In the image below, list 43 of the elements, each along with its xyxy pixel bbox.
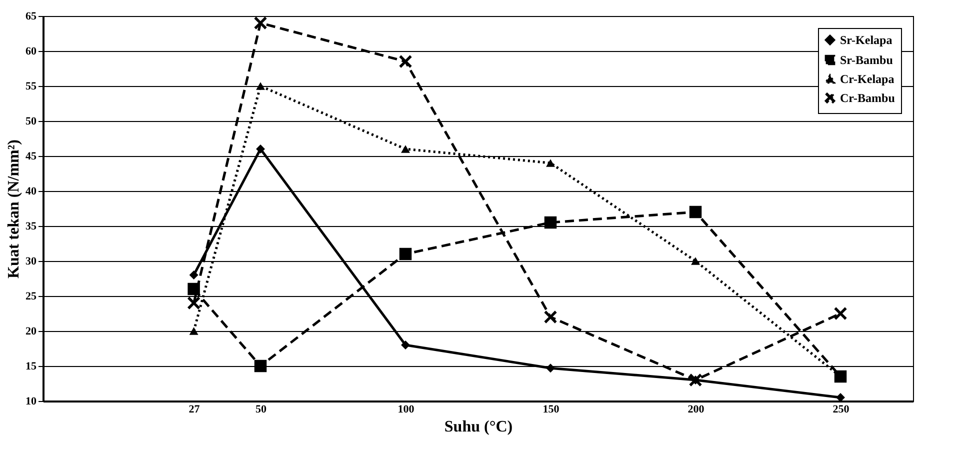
y-tick-label: 20 [26, 326, 37, 338]
point [254, 16, 267, 30]
x-tick-label: 150 [542, 404, 560, 416]
point [189, 270, 198, 280]
point [689, 206, 702, 218]
x-tick-label: 100 [398, 404, 415, 416]
point [834, 307, 847, 320]
point [399, 55, 412, 68]
y-tick-label: 55 [26, 80, 37, 92]
y-tick-label: 50 [26, 116, 37, 128]
point [546, 159, 555, 167]
y-tick-label: 65 [26, 10, 37, 22]
x-tick-label: 50 [256, 404, 267, 416]
y-tick-label: 25 [26, 290, 37, 302]
point [544, 216, 557, 229]
x-tick-label: 200 [688, 404, 705, 416]
y-tick-label: 15 [26, 360, 37, 372]
y-tick-label: 60 [26, 46, 37, 58]
point [254, 360, 267, 372]
legend-label: Cr-Bambu [840, 91, 896, 105]
x-tick-label: 27 [188, 404, 200, 416]
point [401, 145, 410, 153]
y-axis-title: Kuat tekan (N/mm²) [6, 139, 22, 279]
point [189, 327, 198, 335]
point [256, 144, 265, 154]
legend-label: Sr-Kelapa [840, 33, 892, 47]
point [401, 340, 410, 350]
point [691, 257, 700, 265]
y-tick-label: 40 [26, 186, 37, 198]
x-tick-label: 250 [832, 404, 850, 416]
y-tick-label: 35 [26, 220, 37, 232]
y-tick-label: 10 [26, 396, 37, 408]
legend-label: Sr-Bambu [840, 53, 894, 67]
legend-label: Cr-Kelapa [840, 72, 894, 86]
point [546, 364, 555, 373]
point [188, 282, 200, 296]
point [187, 296, 200, 310]
y-tick-label: 30 [26, 256, 37, 268]
point [256, 82, 265, 90]
point [399, 248, 412, 260]
x-axis-title: Suhu (°C) [444, 418, 513, 436]
y-tick-label: 45 [26, 150, 37, 162]
point [544, 310, 557, 324]
